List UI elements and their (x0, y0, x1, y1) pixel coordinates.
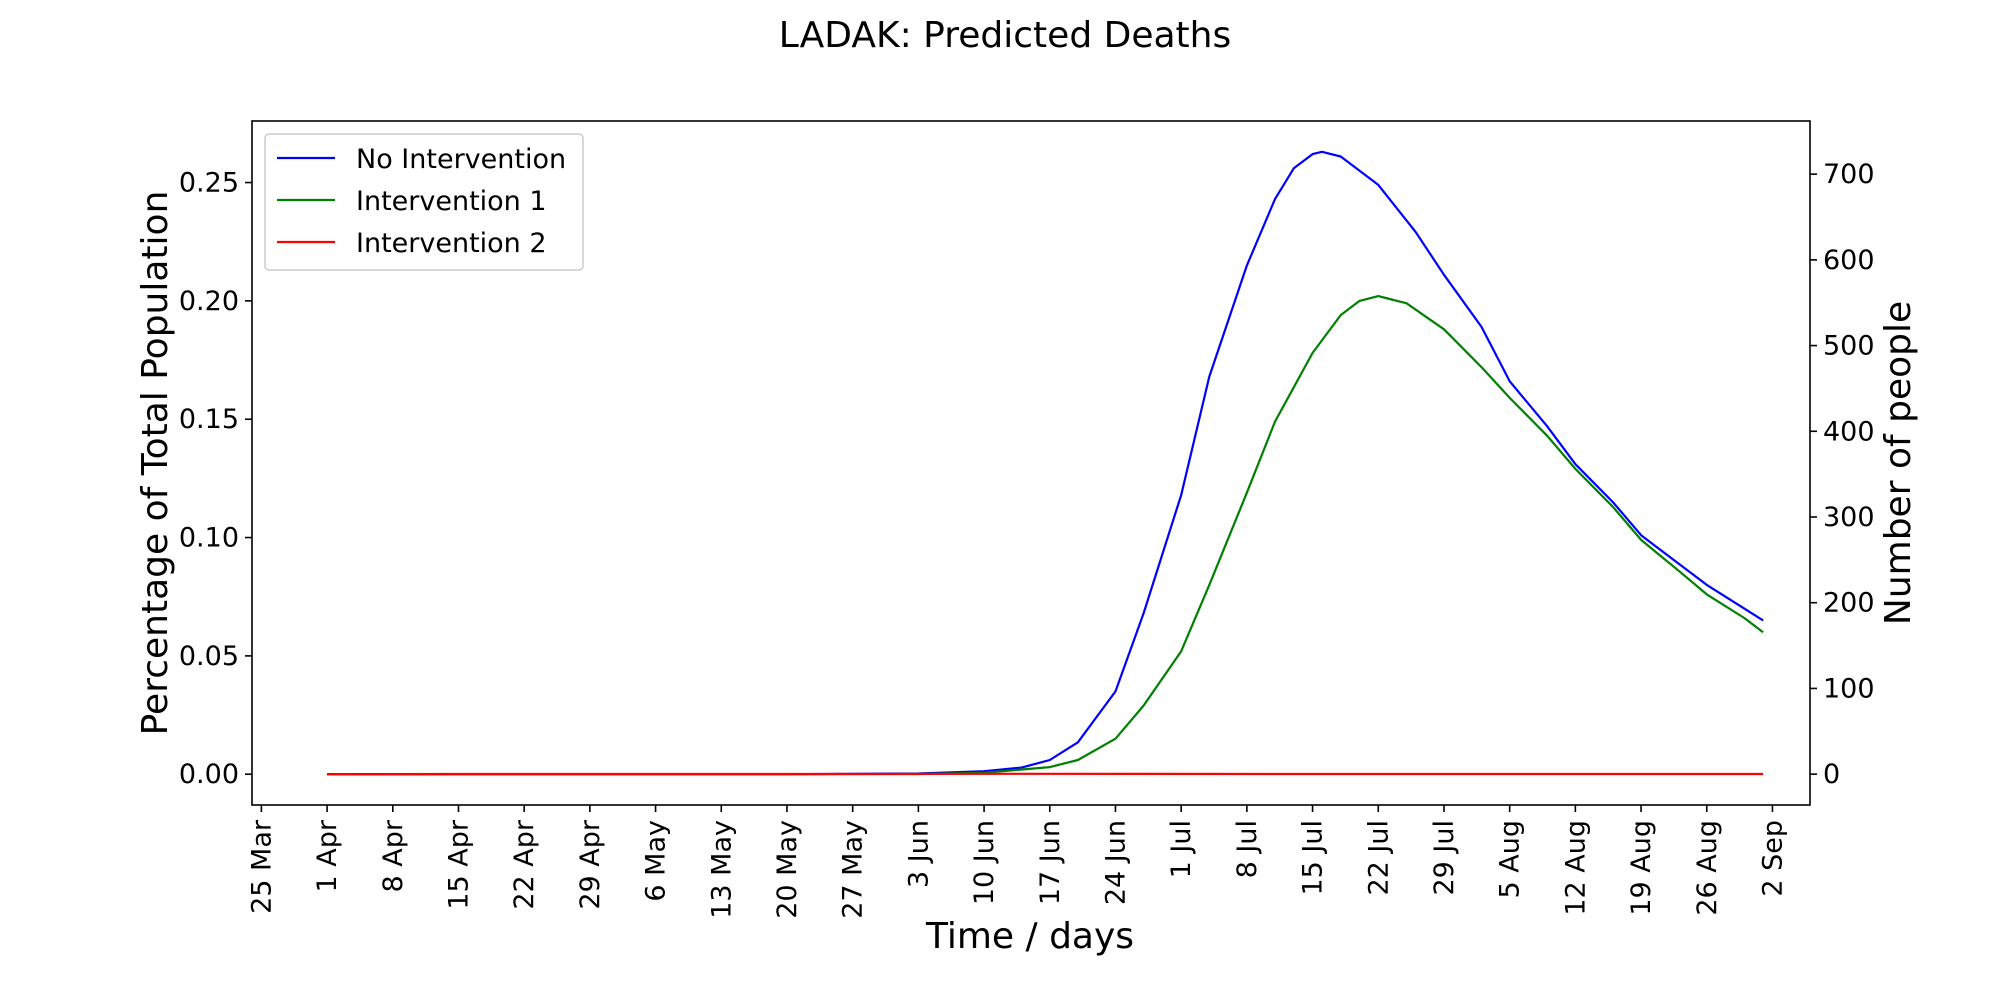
x-axis-label: Time / days (925, 916, 1134, 957)
y-right-tick-label: 700 (1823, 159, 1875, 190)
x-tick-label: 26 Aug (1692, 820, 1723, 916)
y-axis-right: 0 100 200 300 400 500 600 700 (1810, 159, 1875, 790)
plot-area (327, 150, 1764, 776)
y-left-tick-label: 0.15 (179, 404, 239, 435)
y-axis-left: 0.00 0.05 0.10 0.15 0.20 0.25 (179, 168, 252, 790)
y-right-tick-label: 100 (1823, 673, 1875, 704)
x-tick-label: 22 Jul (1363, 820, 1394, 896)
x-tick-label: 15 Jul (1298, 820, 1329, 896)
series-line-2 (327, 295, 1764, 776)
y-right-tick-label: 300 (1823, 502, 1875, 533)
x-tick-label: 8 Jul (1232, 820, 1263, 878)
x-tick-label: 5 Aug (1495, 820, 1526, 898)
x-tick-label: 6 May (641, 820, 672, 902)
legend-label-2: Intervention 1 (356, 186, 547, 217)
x-tick-label: 10 Jun (969, 820, 1000, 905)
x-tick-label: 12 Aug (1560, 820, 1591, 916)
y-right-tick-label: 400 (1823, 416, 1875, 447)
x-tick-label: 17 Jun (1035, 820, 1066, 905)
x-tick-label: 25 Mar (246, 819, 277, 914)
x-tick-label: 13 May (706, 820, 737, 919)
y-right-tick-label: 600 (1823, 245, 1875, 276)
x-tick-label: 29 Jul (1429, 820, 1460, 896)
x-tick-label: 1 Jul (1166, 820, 1197, 878)
x-axis: 25 Mar 1 Apr 8 Apr 15 Apr 22 Apr 29 Apr 6 May 1… (246, 805, 1789, 919)
x-tick-label: 20 May (772, 820, 803, 919)
y-right-tick-label: 0 (1823, 759, 1840, 790)
legend-box (264, 133, 584, 271)
x-tick-label: 22 Apr (509, 819, 540, 910)
legend-label-3: Intervention 2 (356, 228, 547, 259)
y-axis-left-label: Percentage of Total Population (135, 191, 176, 736)
series-line-1 (327, 150, 1764, 776)
y-right-tick-label: 200 (1823, 588, 1875, 619)
x-tick-label: 2 Sep (1758, 820, 1789, 897)
x-tick-label: 24 Jun (1101, 820, 1132, 905)
legend: No Intervention Intervention 1 Interventio… (264, 133, 584, 271)
plot-frame (251, 120, 1811, 806)
y-axis-right-label: Number of people (1878, 301, 1919, 625)
y-left-tick-label: 0.00 (179, 759, 239, 790)
y-left-tick-label: 0.10 (179, 523, 239, 554)
x-tick-label: 15 Apr (444, 819, 475, 910)
chart-title: LADAK: Predicted Deaths (779, 15, 1231, 56)
y-right-tick-label: 500 (1823, 331, 1875, 362)
y-left-tick-label: 0.05 (179, 641, 239, 672)
y-left-tick-label: 0.25 (179, 168, 239, 199)
x-tick-label: 1 Apr (312, 819, 343, 892)
x-tick-label: 27 May (838, 820, 869, 919)
x-tick-label: 29 Apr (575, 819, 606, 910)
x-tick-label: 3 Jun (903, 820, 934, 888)
y-left-tick-label: 0.20 (179, 286, 239, 317)
x-tick-label: 8 Apr (378, 819, 409, 892)
legend-label-1: No Intervention (356, 144, 566, 175)
x-tick-label: 19 Aug (1626, 820, 1657, 916)
